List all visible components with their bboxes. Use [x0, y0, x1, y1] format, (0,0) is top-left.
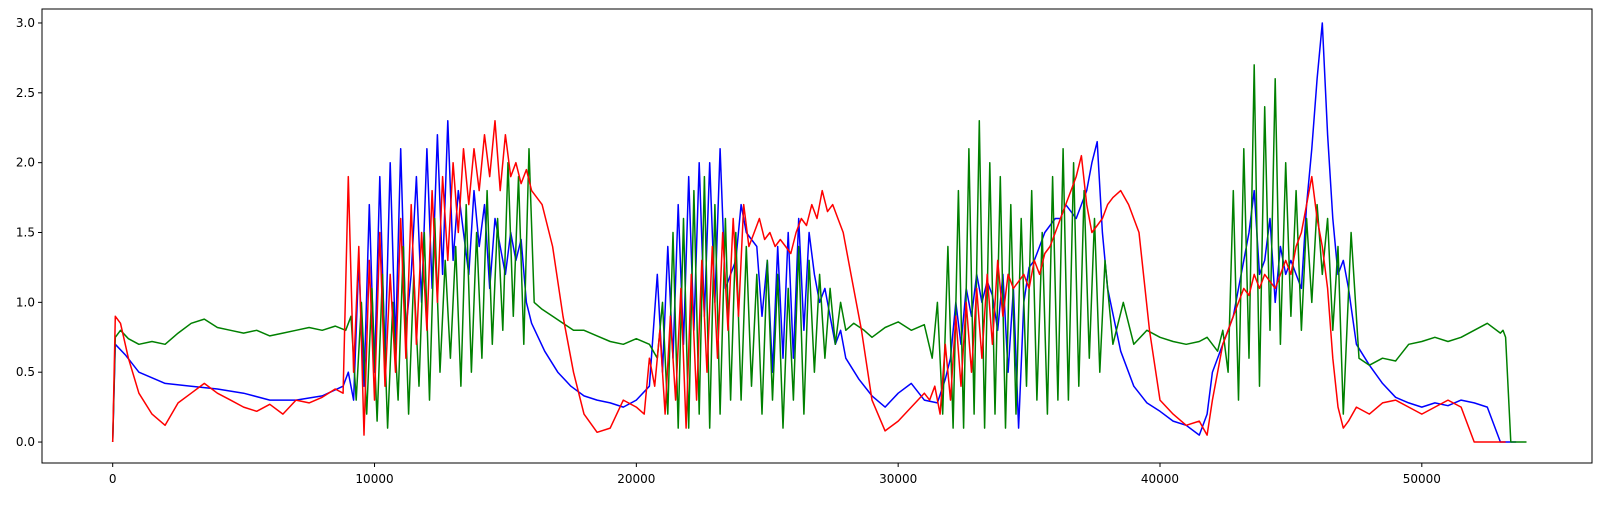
x-tick-label: 10000 [355, 472, 393, 486]
y-tick-label: 1.0 [16, 295, 35, 309]
x-tick-label: 40000 [1141, 472, 1179, 486]
series-line-red [111, 120, 1506, 443]
y-axis: 0.0 0.5 1.0 1.5 2.0 2.5 3.0 [16, 16, 42, 449]
series-line-blue [111, 22, 1517, 443]
y-tick-label: 2.0 [16, 156, 35, 170]
x-axis: 0 10000 20000 30000 40000 50000 [109, 463, 1441, 486]
y-tick-label: 1.5 [16, 226, 35, 240]
x-tick-label: 50000 [1403, 472, 1441, 486]
y-tick-label: 2.5 [16, 86, 35, 100]
x-tick-label: 0 [109, 472, 117, 486]
x-tick-label: 20000 [617, 472, 655, 486]
x-tick-label: 30000 [879, 472, 917, 486]
y-tick-label: 0.5 [16, 365, 35, 379]
y-tick-label: 0.0 [16, 435, 35, 449]
plot-frame [41, 8, 1593, 464]
series-layer [111, 22, 1527, 443]
y-tick-label: 3.0 [16, 16, 35, 30]
